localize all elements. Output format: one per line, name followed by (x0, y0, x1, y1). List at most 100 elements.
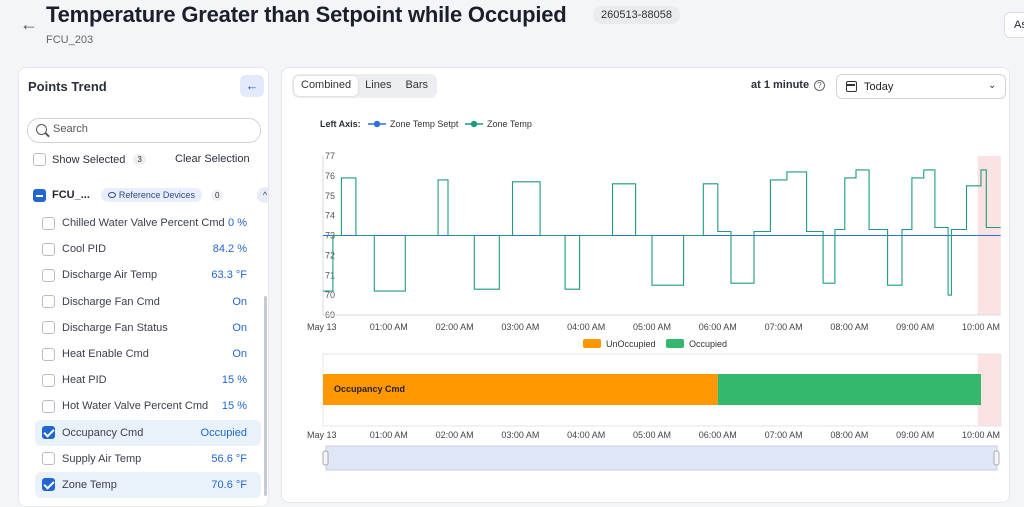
x-tick-label: 09:00 AM (896, 322, 934, 332)
show-selected-toggle[interactable]: Show Selected 3 (33, 153, 146, 166)
point-checkbox[interactable] (42, 295, 55, 309)
x-tick-label: 07:00 AM (765, 430, 803, 440)
point-value: On (232, 348, 247, 361)
show-selected-checkbox[interactable] (33, 153, 46, 166)
search-icon (36, 124, 47, 135)
legend-label: Zone Temp (487, 119, 532, 129)
tab-lines[interactable]: Lines (365, 79, 392, 91)
point-row[interactable]: Hot Water Valve Percent Cmd 15 % (35, 393, 261, 419)
arrow-left-icon: ← (245, 78, 259, 93)
x-tick-label: 10:00 AM (962, 322, 1000, 332)
page-title: Temperature Greater than Setpoint while … (46, 2, 567, 27)
point-name: Hot Water Valve Percent Cmd (62, 400, 209, 413)
eye-slash-icon (107, 192, 116, 198)
point-name: Chilled Water Valve Percent Cmd (62, 217, 225, 230)
point-name: Discharge Fan Status (62, 321, 168, 334)
reference-devices-label: Reference Devices (118, 190, 195, 200)
legend-label: Occupied (689, 339, 727, 349)
point-row[interactable]: Discharge Air Temp 63.3 °F (35, 262, 261, 288)
point-name: Heat Enable Cmd (62, 348, 149, 361)
point-checkbox[interactable] (42, 478, 55, 492)
current-period-highlight (977, 354, 1001, 426)
chart-panel: Combined Lines Bars at 1 minute ? Today ⌄ … (281, 67, 1010, 503)
point-name: Discharge Air Temp (62, 269, 158, 282)
chevron-up-icon[interactable]: ^ (257, 187, 268, 203)
x-tick-label: 03:00 AM (501, 430, 539, 440)
point-checkbox[interactable] (42, 426, 55, 440)
legend-marker (470, 120, 478, 128)
y-tick-label: 77 (325, 151, 335, 161)
x-tick-label: 05:00 AM (633, 322, 671, 332)
tab-bars[interactable]: Bars (405, 79, 429, 91)
point-row[interactable]: Heat PID 15 % (35, 367, 261, 393)
clear-selection-button[interactable]: Clear Selection (175, 153, 250, 165)
device-group-header[interactable]: FCU_... Reference Devices 0 ^ (33, 187, 268, 203)
points-trend-title: Points Trend (28, 79, 107, 94)
point-row[interactable]: Discharge Fan Cmd On (35, 289, 261, 315)
point-name: Heat PID (62, 374, 107, 387)
legend-title: Left Axis: (320, 119, 361, 129)
point-checkbox[interactable] (42, 242, 55, 256)
group-name: FCU_... (52, 189, 90, 201)
point-row[interactable]: Occupancy Cmd Occupied (35, 419, 261, 446)
point-list-scrollbar[interactable] (264, 296, 267, 496)
assign-button[interactable]: As (1004, 12, 1024, 38)
tab-combined[interactable]: Combined (294, 76, 359, 96)
legend-marker (373, 120, 381, 128)
y-tick-label: 75 (325, 191, 335, 201)
point-value: 56.6 °F (211, 452, 247, 465)
point-name: Discharge Fan Cmd (62, 295, 160, 308)
x-tick-label: 05:00 AM (633, 430, 671, 440)
x-tick-label: 02:00 AM (436, 322, 474, 332)
group-checkbox[interactable] (33, 188, 46, 202)
help-icon[interactable]: ? (814, 80, 825, 91)
y-tick-label: 70 (325, 290, 335, 300)
point-checkbox[interactable] (42, 399, 55, 413)
reference-devices-button[interactable]: Reference Devices (100, 188, 202, 202)
search-input[interactable] (53, 123, 243, 135)
x-tick-label: 08:00 AM (830, 430, 868, 440)
x-tick-label: May 13 (307, 430, 337, 440)
trend-chart[interactable]: Left Axis: Zone Temp Setpt Zone Temp697071… (282, 68, 1010, 503)
page-header: ← Temperature Greater than Setpoint whil… (0, 0, 1024, 60)
point-row[interactable]: Discharge Fan Status On (35, 315, 261, 341)
point-checkbox[interactable] (42, 373, 55, 387)
point-row[interactable]: Chilled Water Valve Percent Cmd 0 % (35, 210, 261, 236)
point-checkbox[interactable] (42, 268, 55, 282)
point-value: 0 % (228, 217, 247, 230)
occupancy-row-label: Occupancy Cmd (334, 384, 405, 394)
show-selected-label: Show Selected (52, 153, 126, 166)
point-checkbox[interactable] (42, 321, 55, 335)
x-tick-label: 04:00 AM (567, 430, 605, 440)
x-tick-label: May 13 (307, 322, 337, 332)
interval-label: at 1 minute (751, 79, 810, 91)
point-checkbox[interactable] (42, 216, 55, 230)
view-mode-tabs: Combined Lines Bars (292, 74, 438, 98)
point-checkbox[interactable] (42, 452, 55, 466)
range-handle-right (993, 450, 1000, 466)
point-list: Chilled Water Valve Percent Cmd 0 % Cool P… (35, 210, 261, 499)
y-tick-label: 76 (325, 171, 335, 181)
y-tick-label: 71 (325, 270, 335, 280)
point-name: Zone Temp (62, 478, 117, 491)
point-name: Supply Air Temp (62, 452, 142, 465)
point-row[interactable]: Cool PID 84.2 % (35, 236, 261, 262)
point-value: On (232, 295, 247, 308)
date-range-select[interactable]: Today ⌄ (836, 74, 1006, 99)
range-navigator (325, 445, 998, 471)
point-checkbox[interactable] (42, 347, 55, 361)
point-row[interactable]: Zone Temp 70.6 °F (35, 471, 261, 499)
reference-count-badge: 0 (210, 189, 224, 201)
occupancy-segment-unoccupied (323, 374, 718, 405)
point-value: Occupied (200, 426, 247, 439)
x-tick-label: 07:00 AM (765, 322, 803, 332)
back-arrow-icon[interactable]: ← (20, 14, 38, 34)
point-row[interactable]: Supply Air Temp 56.6 °F (35, 446, 261, 472)
point-row[interactable]: Heat Enable Cmd On (35, 341, 261, 367)
search-box[interactable] (27, 118, 261, 143)
equipment-subtitle: FCU_203 (46, 34, 94, 46)
legend-label: UnOccupied (606, 339, 656, 349)
point-value: On (232, 321, 247, 334)
x-tick-label: 03:00 AM (501, 322, 539, 332)
collapse-panel-button[interactable]: ← (240, 75, 264, 97)
